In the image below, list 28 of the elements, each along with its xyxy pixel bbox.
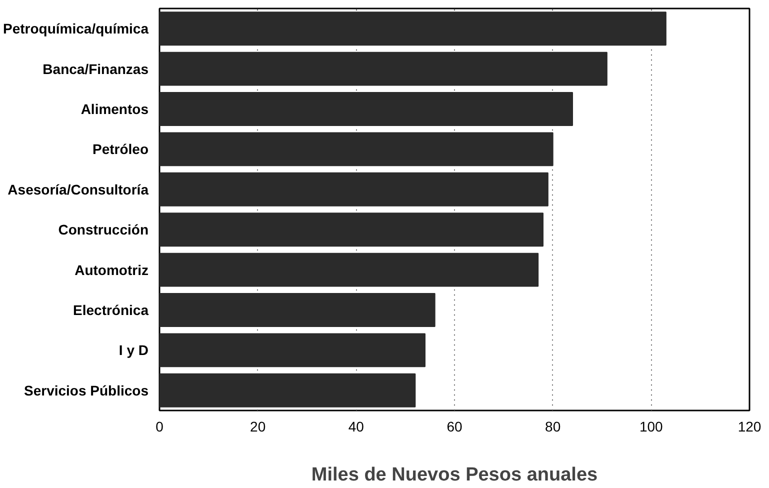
y-tick-label: Petróleo	[92, 141, 148, 158]
y-tick-label: Automotriz	[74, 262, 149, 278]
x-tick-label: 60	[446, 418, 462, 434]
y-tick-label: I y D	[118, 342, 149, 358]
bar	[160, 333, 426, 368]
bar	[160, 212, 544, 247]
bar	[160, 373, 416, 408]
y-tick-label: Alimentos	[80, 101, 149, 117]
x-axis-title: Miles de Nuevos Pesos anuales	[311, 464, 598, 486]
x-tick-label: 40	[348, 418, 364, 434]
x-tick-label: 120	[738, 418, 762, 434]
bar	[160, 172, 548, 206]
y-tick-label: Petroquímica/química	[3, 20, 149, 37]
x-tick-label: 80	[545, 418, 561, 434]
bar	[160, 92, 573, 126]
bar	[160, 252, 539, 287]
y-tick-label: Construcción	[58, 222, 149, 238]
x-tick-label: 20	[250, 418, 266, 434]
bar	[160, 293, 436, 327]
y-tick-label: Asesoría/Consultoría	[8, 181, 149, 198]
y-tick-label: Banca/Finanzas	[42, 60, 149, 77]
bar	[160, 12, 666, 46]
y-tick-label: Servicios Públicos	[24, 382, 149, 398]
x-tick-label: 0	[156, 418, 164, 434]
bar	[160, 132, 554, 166]
y-tick-label: Electrónica	[73, 302, 149, 318]
bar	[160, 52, 608, 86]
x-tick-label: 100	[639, 418, 664, 434]
